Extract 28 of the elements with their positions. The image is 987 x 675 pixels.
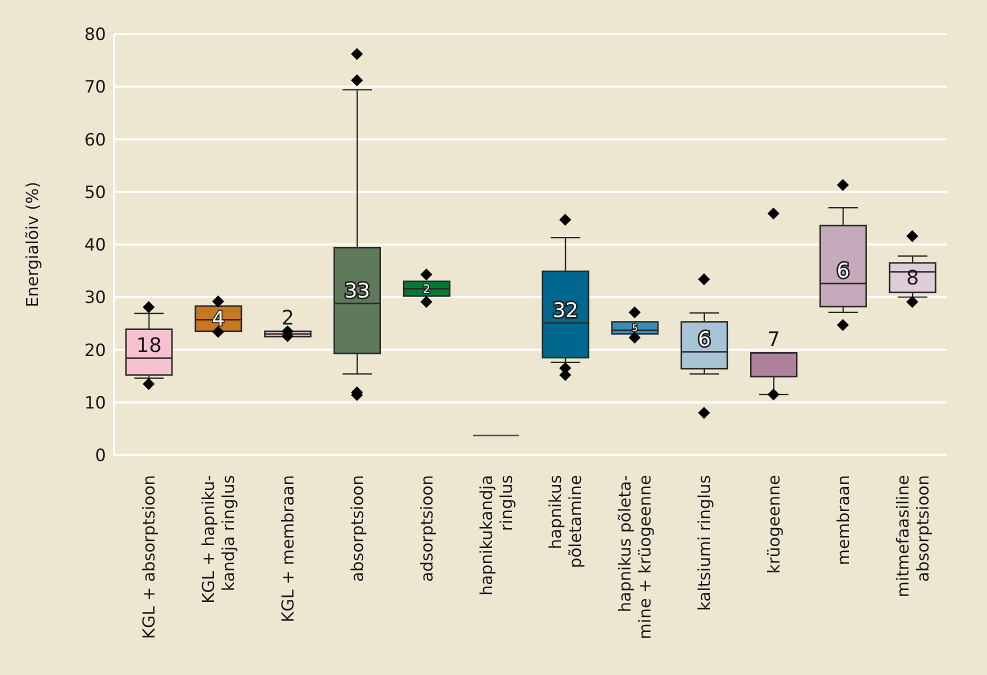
y-axis-title: Energialõiv (%) [22,182,42,308]
x-tick-label: kaltsiumi ringlus [695,475,714,611]
y-tick-label: 80 [84,25,106,46]
annotation: 6 [698,326,711,351]
annotation: 7 [767,326,780,351]
y-tick-label: 30 [84,288,106,308]
x-tick-label: hapnikukandja ringlus [476,475,516,596]
y-tick-label: 50 [84,182,106,203]
x-tick-label: KGL + absorptsioon [140,475,159,639]
annotation: 8 [906,266,919,290]
annotation: 2 [281,305,294,330]
x-tick-label: KGL + membraan [278,475,298,622]
x-tick-label: absorptsioon [348,475,367,582]
annotation: 2 [422,282,430,296]
y-tick-label: 60 [84,130,106,150]
x-tick-label: membraan [834,475,853,566]
annotation: 18 [136,333,162,358]
y-tick-label: 40 [84,236,106,256]
y-tick-label: 70 [84,78,106,98]
y-tick-label: 10 [84,393,106,414]
annotation: 33 [344,278,370,302]
x-tick-label: adsorptsioon [417,475,436,582]
annotation: 32 [552,298,578,322]
x-tick-label: krüogeenne [764,475,784,574]
x-tick-label: KGL + hapniku- kandja ringlus [199,474,238,604]
y-tick-label: 20 [84,340,106,361]
y-tick-label: 0 [95,446,106,466]
annotation: 6 [836,258,850,282]
